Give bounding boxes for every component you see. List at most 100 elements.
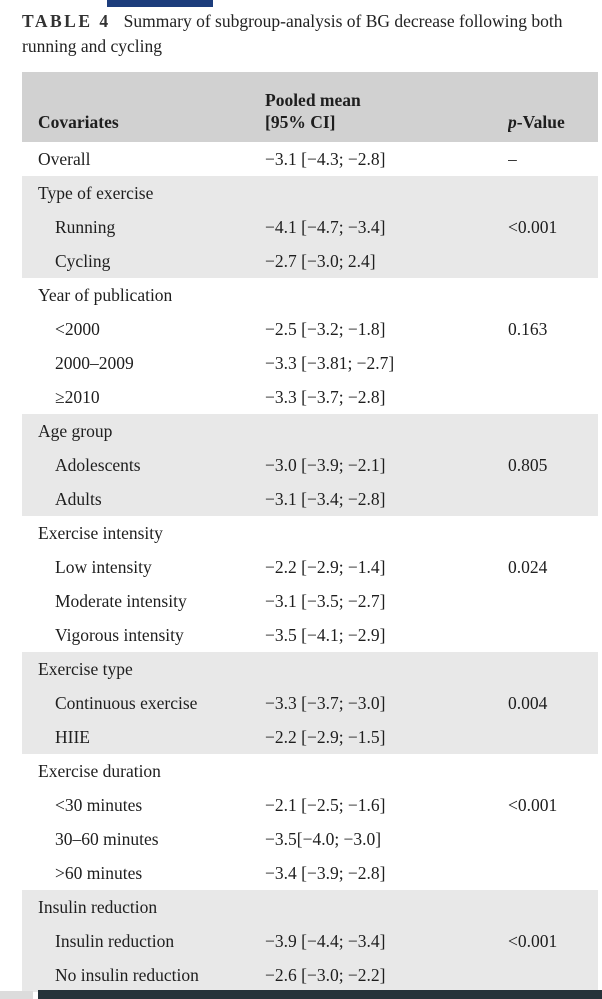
pooled-mean-value: −3.3 [−3.81; −2.7] xyxy=(265,353,395,373)
covariate-label: ≥2010 xyxy=(55,387,100,407)
pooled-mean-value xyxy=(265,176,508,210)
pooled-mean-value: −3.3 [−3.7; −3.0] xyxy=(265,693,386,713)
covariate-label: Type of exercise xyxy=(38,183,154,203)
covariate-label: Continuous exercise xyxy=(55,693,198,713)
table-row-4-0: Low intensity −2.2 [−2.9; −1.4] 0.024 xyxy=(22,550,598,584)
table-row-group-7: Insulin reduction xyxy=(22,890,598,924)
p-value xyxy=(508,516,598,550)
pooled-mean-value: −3.1 [−3.5; −2.7] xyxy=(265,591,386,611)
table-row-5-1: HIIE −2.2 [−2.9; −1.5] xyxy=(22,720,598,754)
table-row-1-1: Cycling −2.7 [−3.0; 2.4] xyxy=(22,244,598,278)
subgroup-analysis-table: Covariates Pooled mean [95% CI] p-Value … xyxy=(22,72,598,992)
column-header-p-value: p-Value xyxy=(508,112,598,142)
table-section-overall: Overall −3.1 [−4.3; −2.8] – xyxy=(22,142,598,176)
pooled-mean-value xyxy=(265,278,508,312)
covariate-label: Exercise type xyxy=(38,659,133,679)
covariate-label: Exercise duration xyxy=(38,761,161,781)
pooled-mean-value xyxy=(265,754,508,788)
covariate-label: <30 minutes xyxy=(55,795,143,815)
table-caption-block: TABLE 4 Summary of subgroup-analysis of B… xyxy=(22,9,570,59)
p-value xyxy=(508,278,598,312)
pooled-mean-value xyxy=(265,414,508,448)
pooled-mean-line1: Pooled mean xyxy=(265,90,361,110)
table-row-1-0: Running −4.1 [−4.7; −3.4] <0.001 xyxy=(22,210,598,244)
table-section-year-of-publication: Year of publication <2000 −2.5 [−3.2; −1.8… xyxy=(22,278,598,414)
table-section-insulin-reduction: Insulin reduction Insulin reduction −3.9 [… xyxy=(22,890,598,992)
pooled-mean-value: −3.1 [−3.4; −2.8] xyxy=(265,489,386,509)
table-row-group-2: Year of publication xyxy=(22,278,598,312)
covariate-label: Insulin reduction xyxy=(38,897,158,917)
p-value xyxy=(508,822,598,856)
p-value xyxy=(508,380,598,414)
column-header-covariates: Covariates xyxy=(38,112,119,132)
pooled-mean-value: −4.1 [−4.7; −3.4] xyxy=(265,217,386,237)
covariate-label: No insulin reduction xyxy=(55,965,199,985)
p-value xyxy=(508,482,598,516)
next-table-header-bar xyxy=(38,990,602,999)
pooled-mean-value: −2.6 [−3.0; −2.2] xyxy=(265,965,386,985)
table-section-exercise-intensity: Exercise intensity Low intensity −2.2 [−2.… xyxy=(22,516,598,652)
pooled-mean-value: −3.5[−4.0; −3.0] xyxy=(265,829,382,849)
table-row-2-0: <2000 −2.5 [−3.2; −1.8] 0.163 xyxy=(22,312,598,346)
pooled-mean-value: −3.3 [−3.7; −2.8] xyxy=(265,387,386,407)
table-row-3-1: Adults −3.1 [−3.4; −2.8] xyxy=(22,482,598,516)
covariate-label: Cycling xyxy=(55,251,111,271)
covariate-label: Moderate intensity xyxy=(55,591,187,611)
table-section-age-group: Age group Adolescents −3.0 [−3.9; −2.1] 0.8… xyxy=(22,414,598,516)
table-row-7-1: No insulin reduction −2.6 [−3.0; −2.2] xyxy=(22,958,598,992)
pooled-mean-value: −2.7 [−3.0; 2.4] xyxy=(265,251,376,271)
covariate-label: <2000 xyxy=(55,319,100,339)
table-row-group-3: Age group xyxy=(22,414,598,448)
table-row-2-2: ≥2010 −3.3 [−3.7; −2.8] xyxy=(22,380,598,414)
pooled-mean-value: −2.2 [−2.9; −1.5] xyxy=(265,727,386,747)
p-value xyxy=(508,754,598,788)
pooled-mean-value xyxy=(265,516,508,550)
next-page-fragment-block xyxy=(0,991,33,999)
covariate-label: >60 minutes xyxy=(55,863,143,883)
p-value xyxy=(508,346,598,380)
pooled-mean-value: −3.4 [−3.9; −2.8] xyxy=(265,863,386,883)
table-row-4-2: Vigorous intensity −3.5 [−4.1; −2.9] xyxy=(22,618,598,652)
p-value: 0.805 xyxy=(508,455,548,475)
table-row-group-4: Exercise intensity xyxy=(22,516,598,550)
p-value xyxy=(508,584,598,618)
table-row-3-0: Adolescents −3.0 [−3.9; −2.1] 0.805 xyxy=(22,448,598,482)
p-value: <0.001 xyxy=(508,931,558,951)
p-value xyxy=(508,176,598,210)
covariate-label: Overall xyxy=(38,149,91,169)
pooled-mean-value: −2.1 [−2.5; −1.6] xyxy=(265,795,386,815)
table-section-type-of-exercise: Type of exercise Running −4.1 [−4.7; −3.4]… xyxy=(22,176,598,278)
covariate-label: Adolescents xyxy=(55,455,141,475)
covariate-label: Age group xyxy=(38,421,113,441)
p-value: 0.004 xyxy=(508,693,548,713)
pooled-mean-value xyxy=(265,890,508,924)
column-header-pooled-mean: Pooled mean [95% CI] xyxy=(265,89,508,142)
p-value xyxy=(508,958,598,992)
covariate-label: Year of publication xyxy=(38,285,173,305)
table-row-6-0: <30 minutes −2.1 [−2.5; −1.6] <0.001 xyxy=(22,788,598,822)
p-value: – xyxy=(508,149,517,169)
pooled-mean-value: −3.9 [−4.4; −3.4] xyxy=(265,931,386,951)
p-value: 0.024 xyxy=(508,557,548,577)
covariate-label: Adults xyxy=(55,489,102,509)
table-header-row: Covariates Pooled mean [95% CI] p-Value xyxy=(22,72,598,142)
covariate-label: Exercise intensity xyxy=(38,523,163,543)
p-value xyxy=(508,890,598,924)
p-value xyxy=(508,618,598,652)
p-value: 0.163 xyxy=(508,319,548,339)
p-value xyxy=(508,720,598,754)
p-value xyxy=(508,244,598,278)
p-value: <0.001 xyxy=(508,217,558,237)
table-section-exercise-type: Exercise type Continuous exercise −3.3 [−3… xyxy=(22,652,598,754)
covariate-label: Running xyxy=(55,217,116,237)
pooled-mean-value: −3.5 [−4.1; −2.9] xyxy=(265,625,386,645)
table-row-2-1: 2000–2009 −3.3 [−3.81; −2.7] xyxy=(22,346,598,380)
p-value xyxy=(508,856,598,890)
table-row-group-5: Exercise type xyxy=(22,652,598,686)
covariate-label: Vigorous intensity xyxy=(55,625,184,645)
table-section-exercise-duration: Exercise duration <30 minutes −2.1 [−2.5; … xyxy=(22,754,598,890)
pooled-mean-value: −3.0 [−3.9; −2.1] xyxy=(265,455,386,475)
journal-accent-bar xyxy=(107,0,213,7)
table-row-4-1: Moderate intensity −3.1 [−3.5; −2.7] xyxy=(22,584,598,618)
